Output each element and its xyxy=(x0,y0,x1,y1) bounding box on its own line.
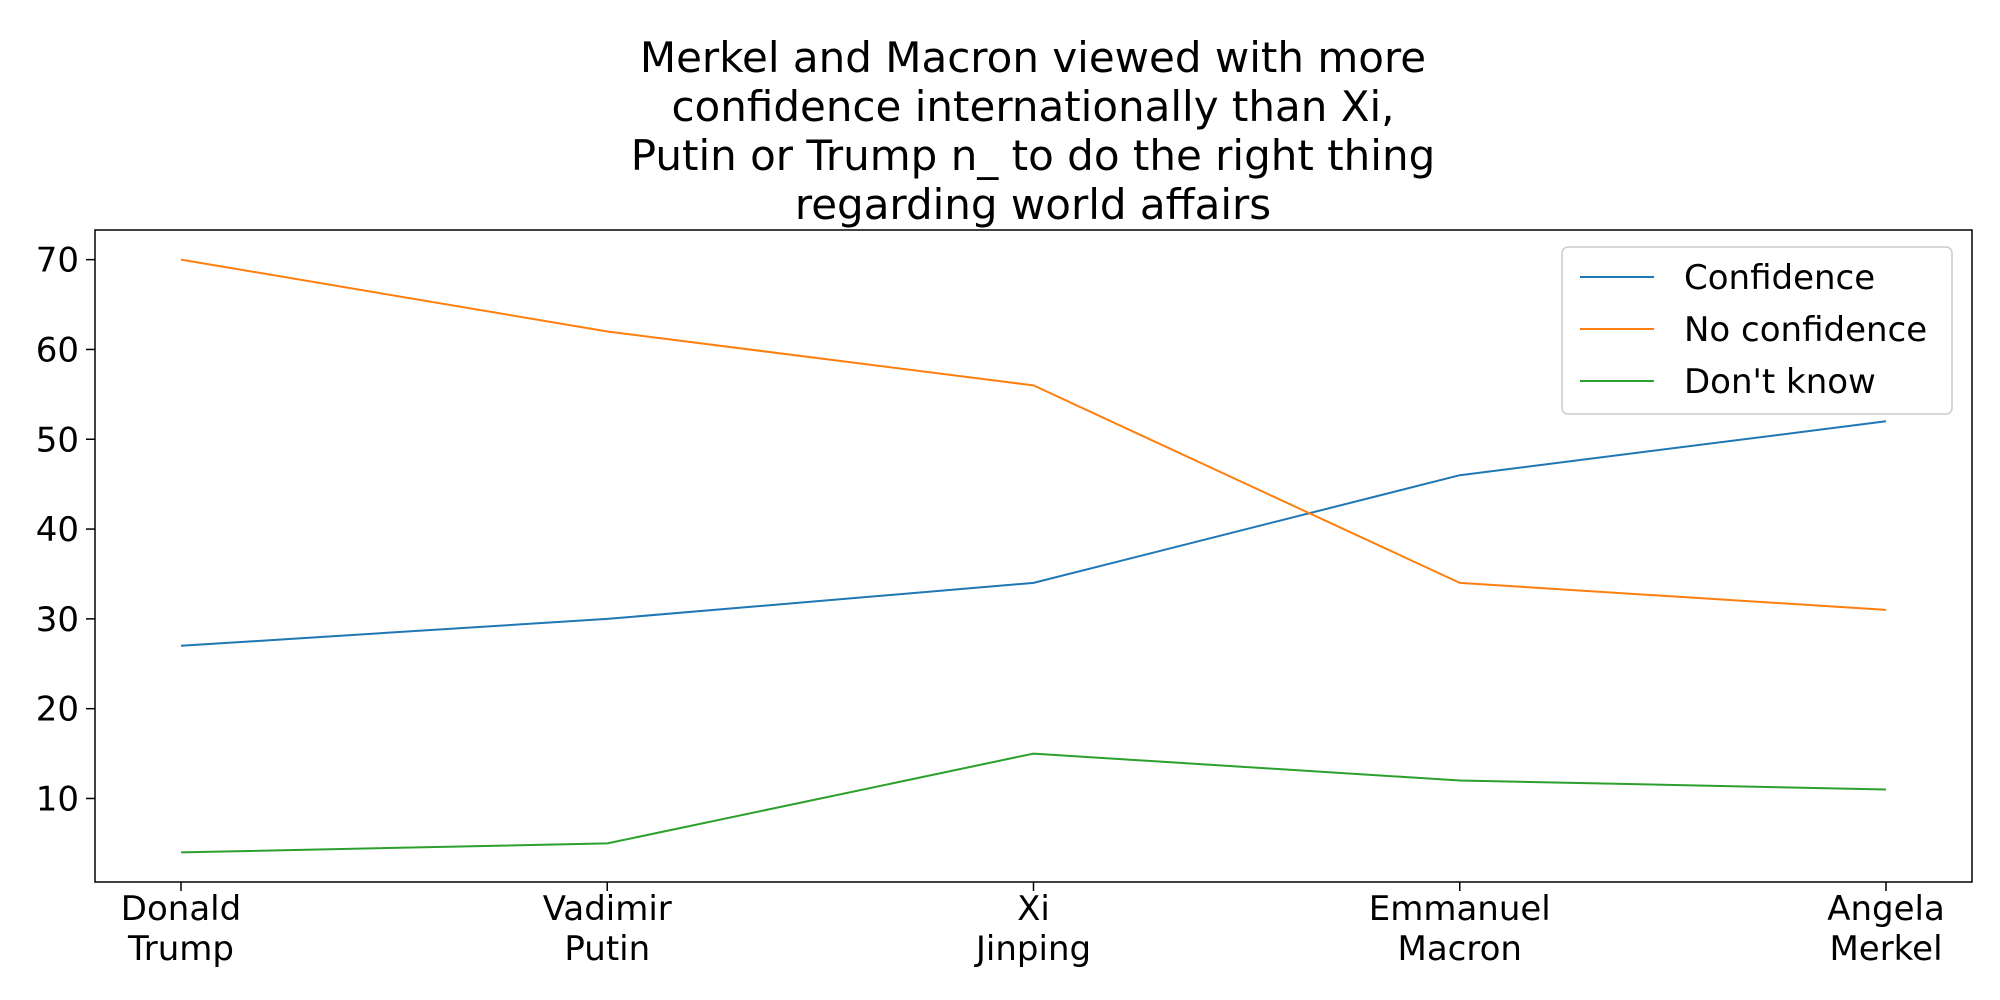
x-tick-label: Putin xyxy=(564,929,650,969)
legend-label: Confidence xyxy=(1684,258,1875,298)
legend: Confidence No confidence Don't know xyxy=(1561,246,1953,415)
y-tick-label: 30 xyxy=(36,600,79,640)
x-tick-label: Trump xyxy=(127,929,234,969)
x-tick-label: Vadimir xyxy=(543,889,672,929)
series-lines xyxy=(180,258,1887,854)
x-tick-label: Emmanuel xyxy=(1369,889,1551,929)
x-tick-label: Angela xyxy=(1827,889,1945,929)
y-tick-label: 70 xyxy=(36,241,79,281)
chart-title-line: Merkel and Macron viewed with more xyxy=(640,33,1426,82)
x-tick-label: Jinping xyxy=(974,929,1091,969)
chart-title-line: regarding world affairs xyxy=(795,180,1271,229)
y-tick-label: 20 xyxy=(36,690,79,730)
y-tick-label: 50 xyxy=(36,420,79,460)
legend-label: Don't know xyxy=(1684,362,1876,402)
legend-label: No confidence xyxy=(1684,310,1927,350)
x-tick-label: Donald xyxy=(121,889,241,929)
chart-title: Merkel and Macron viewed with moreconfid… xyxy=(631,33,1435,229)
y-tick-label: 10 xyxy=(36,779,79,819)
chart-title-line: confidence internationally than Xi, xyxy=(671,82,1394,131)
y-tick-label: 40 xyxy=(36,510,79,550)
series-line-confidence xyxy=(180,420,1887,647)
chart-title-line: Putin or Trump n_ to do the right thing xyxy=(631,131,1435,180)
y-tick-label: 60 xyxy=(36,330,79,370)
x-tick-label: Merkel xyxy=(1829,929,1942,969)
series-line-no-confidence xyxy=(180,258,1887,611)
x-tick-label: Macron xyxy=(1398,929,1522,969)
legend-box xyxy=(1561,246,1953,415)
y-axis: 10 20 30 40 50 60 70 xyxy=(36,241,95,819)
x-tick-label: Xi xyxy=(1017,889,1050,929)
series-line-don-t-know xyxy=(180,752,1887,854)
